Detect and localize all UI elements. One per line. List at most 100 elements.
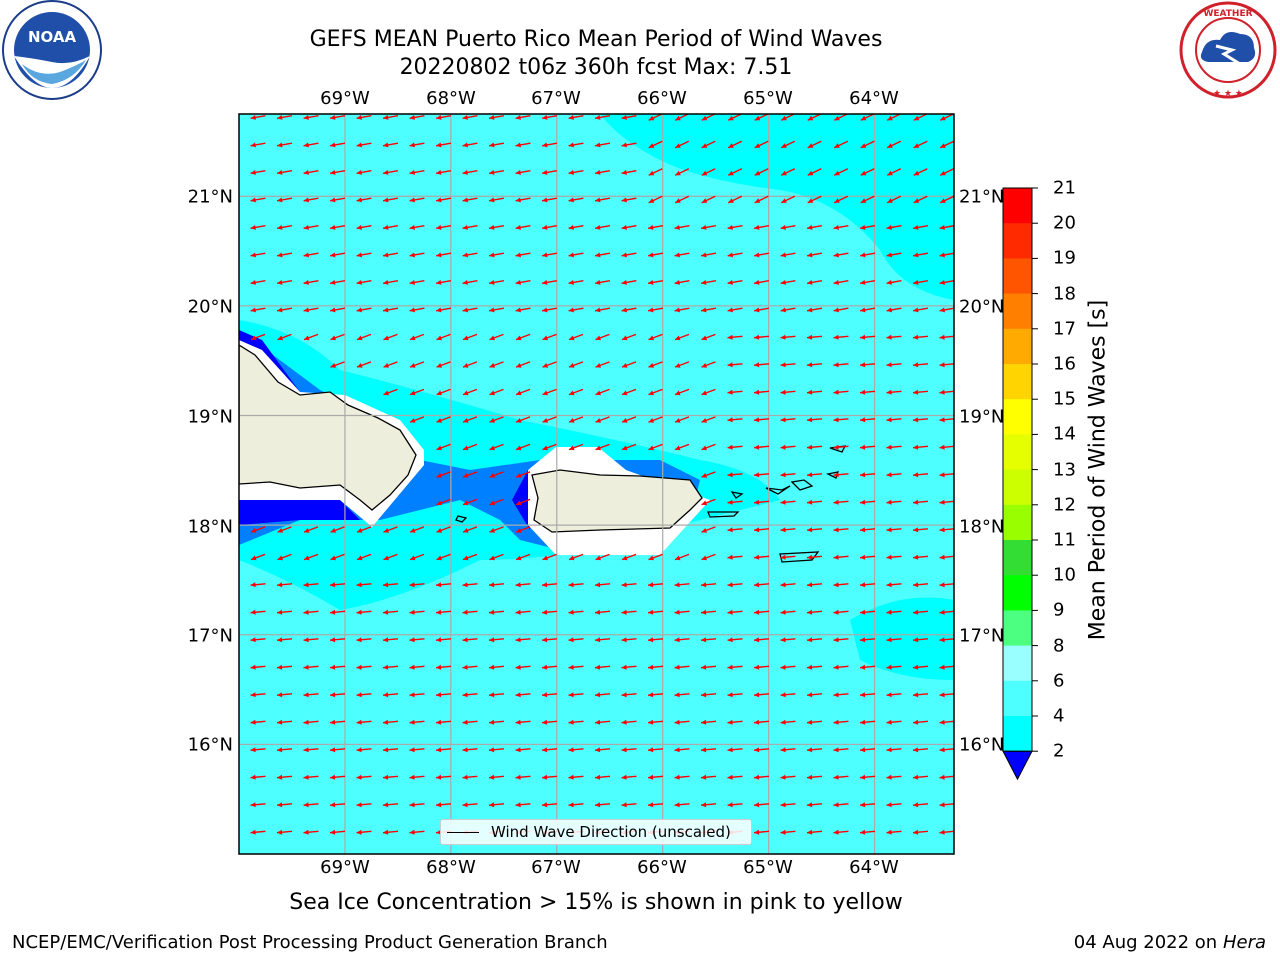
wave-direction-arrowhead: [356, 252, 362, 258]
wave-direction-arrowhead: [277, 307, 283, 313]
wave-direction-arrowhead: [886, 362, 892, 368]
wave-direction-arrowhead: [542, 637, 548, 643]
wave-direction-arrowhead: [754, 664, 760, 670]
wave-direction-arrowhead: [886, 417, 892, 423]
wave-direction-arrowhead: [833, 362, 839, 368]
wave-direction-arrowhead: [595, 664, 601, 670]
wave-direction-arrowhead: [250, 829, 256, 835]
wave-direction-arrowhead: [807, 664, 813, 670]
wave-direction-arrowhead: [807, 692, 813, 698]
wave-direction-arrowhead: [489, 500, 495, 506]
wave-direction-arrowhead: [780, 499, 786, 505]
wave-direction-arrowhead: [675, 418, 681, 423]
wave-direction-arrowhead: [833, 609, 839, 615]
wave-direction-arrowhead: [727, 582, 733, 588]
lat-tick-left: 18°N: [187, 516, 233, 538]
wave-direction-arrowhead: [754, 252, 760, 258]
wave-direction-arrowhead: [621, 197, 627, 203]
wave-direction-arrowhead: [940, 115, 946, 121]
colorbar-under-triangle: [1002, 750, 1033, 781]
wave-direction-arrowhead: [807, 747, 813, 753]
wave-direction-arrowhead: [886, 719, 892, 725]
wave-direction-arrowhead: [356, 170, 362, 175]
wave-direction-arrowhead: [542, 142, 548, 148]
wave-direction-arrowhead: [886, 472, 892, 478]
wave-direction-arrowhead: [462, 802, 468, 808]
wave-direction-arrowhead: [489, 335, 495, 341]
wave-direction-arrowhead: [595, 252, 601, 258]
wave-direction-arrowhead: [886, 774, 892, 780]
wave-direction-arrowhead: [913, 692, 919, 698]
wave-direction-arrowhead: [542, 115, 548, 120]
wave-direction-arrowhead: [674, 280, 680, 285]
wave-direction-arrowhead: [939, 664, 945, 670]
wave-direction-arrowhead: [489, 252, 495, 258]
wave-direction-arrowhead: [834, 170, 840, 176]
lon-tick-top: 65°W: [743, 88, 793, 109]
wave-direction-arrowhead: [701, 774, 707, 780]
wave-direction-arrowhead: [356, 197, 362, 203]
map-frame: [238, 113, 955, 855]
wave-direction-arrowhead: [251, 528, 257, 533]
wave-direction-arrowhead: [939, 719, 945, 725]
wave-direction-arrowhead: [303, 582, 309, 588]
wave-direction-arrowhead: [489, 664, 495, 670]
wave-direction-arrowhead: [410, 528, 416, 533]
wave-direction-arrowhead: [728, 170, 734, 176]
wave-direction-arrowhead: [303, 692, 309, 698]
wave-direction-arrowhead: [860, 664, 866, 670]
wave-direction-arrowhead: [701, 692, 707, 698]
wave-direction-arrowhead: [860, 829, 866, 835]
wave-direction-arrowhead: [648, 390, 654, 396]
wave-direction-arrowhead: [913, 225, 919, 230]
wave-direction-arrowhead: [462, 747, 468, 753]
wave-direction-arrowhead: [277, 582, 283, 588]
wave-direction-arrowhead: [489, 445, 495, 451]
wave-direction-arrowhead: [542, 555, 548, 561]
wave-direction-arrowhead: [648, 115, 655, 121]
wave-direction-arrowhead: [409, 280, 415, 285]
wave-direction-arrowhead: [250, 170, 256, 175]
wave-direction-arrowhead: [595, 115, 601, 120]
wave-direction-arrowhead: [727, 747, 733, 753]
colorbar-tick-label: 8: [1053, 635, 1065, 657]
wave-direction-arrowhead: [728, 115, 734, 121]
wave-direction-arrowhead: [489, 582, 495, 588]
colorbar-tick-label: 21: [1053, 177, 1076, 199]
wave-direction-arrowhead: [860, 362, 866, 368]
wave-direction-arrowhead: [410, 390, 416, 396]
wave-direction-arrowhead: [356, 692, 362, 698]
wave-direction-arrowhead: [860, 747, 866, 753]
wave-direction-arrowhead: [436, 390, 442, 396]
wave-direction-arrowhead: [489, 197, 495, 203]
wave-direction-arrowhead: [410, 418, 416, 423]
wave-direction-arrowhead: [621, 664, 627, 670]
wave-direction-arrowhead: [436, 664, 442, 670]
wave-direction-arrowhead: [754, 747, 760, 753]
wave-direction-arrowhead: [886, 280, 892, 285]
wave-direction-arrowhead: [833, 774, 839, 780]
wave-direction-arrowhead: [595, 307, 601, 313]
wave-direction-arrowhead: [913, 637, 919, 643]
lon-tick-bottom: 64°W: [849, 857, 899, 878]
wave-direction-arrowhead: [701, 555, 707, 561]
wave-direction-arrowhead: [356, 664, 362, 670]
wave-direction-arrowhead: [780, 582, 786, 588]
wave-direction-arrowhead: [728, 198, 734, 203]
wave-direction-arrowhead: [754, 582, 760, 588]
wave-direction-arrowhead: [727, 334, 733, 340]
wave-direction-arrowhead: [701, 637, 707, 643]
wave-direction-arrowhead: [462, 637, 468, 643]
wave-direction-arrowhead: [886, 334, 892, 340]
wave-direction-arrowhead: [648, 802, 654, 808]
wave-direction-arrowhead: [463, 528, 469, 533]
lat-tick-left: 16°N: [187, 734, 233, 756]
lon-tick-top: 64°W: [849, 88, 899, 109]
wave-direction-arrowhead: [807, 554, 813, 560]
wave-direction-arrowhead: [754, 225, 760, 230]
wave-direction-arrowhead: [277, 774, 283, 780]
colorbar-tick-label: 4: [1053, 705, 1065, 727]
wave-direction-arrowhead: [542, 802, 548, 808]
wave-direction-arrowhead: [330, 829, 336, 835]
wave-direction-arrowhead: [780, 829, 786, 835]
